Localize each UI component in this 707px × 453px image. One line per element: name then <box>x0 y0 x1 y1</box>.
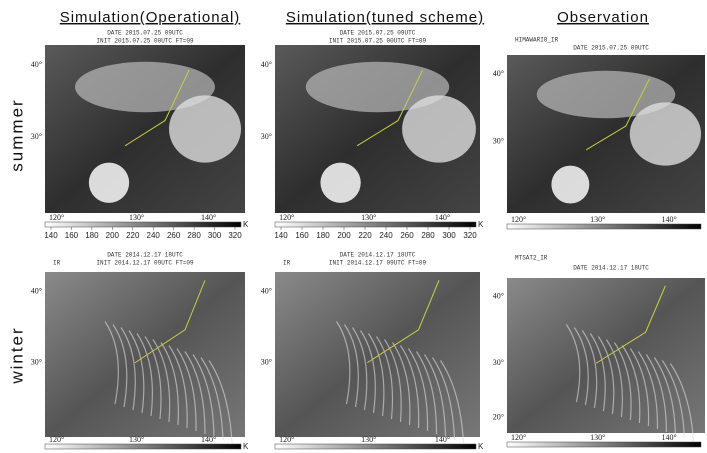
colorbar-tick-label: 320 <box>463 231 477 240</box>
colorbar-tick-label: 280 <box>187 231 201 240</box>
colorbar-tick-label: 200 <box>106 231 120 240</box>
colorbar-unit: K <box>243 442 249 451</box>
colorbar <box>275 222 476 227</box>
typhoon <box>320 163 360 203</box>
lon-label: 140° <box>201 213 216 222</box>
lat-label: 40° <box>493 69 504 78</box>
satellite-image <box>275 272 480 437</box>
colorbar-unit: K <box>478 442 484 451</box>
satellite-label: IR <box>283 260 291 267</box>
colorbar-tick-label: 280 <box>421 231 435 240</box>
lon-label: 120° <box>49 213 64 222</box>
lat-label: 30° <box>493 137 504 146</box>
info-line: INIT 2015.07.25 00UTC FT=09 <box>96 38 194 45</box>
lon-label: 140° <box>435 213 450 222</box>
lat-label: 30° <box>261 132 272 141</box>
lon-label: 120° <box>511 433 526 442</box>
column-title: Observation <box>557 9 649 26</box>
lon-label: 140° <box>661 215 676 224</box>
row-label: winter <box>7 326 26 384</box>
lon-label: 130° <box>129 435 144 444</box>
colorbar-tick-label: 220 <box>358 231 372 240</box>
colorbar-tick-label: 300 <box>208 231 222 240</box>
info-line: INIT 2014.12.17 09UTC FT=09 <box>329 260 427 267</box>
lon-label: 140° <box>435 435 450 444</box>
cloud <box>630 102 701 165</box>
lat-label: 40° <box>31 60 42 69</box>
satellite-label: IR <box>53 260 61 267</box>
cloud <box>402 95 476 162</box>
colorbar-tick-label: 140 <box>274 231 288 240</box>
colorbar-tick-label: 140 <box>44 231 58 240</box>
colorbar-unit: K <box>243 220 249 229</box>
lat-label: 40° <box>261 60 272 69</box>
colorbar-unit: K <box>478 220 484 229</box>
lon-label: 140° <box>201 435 216 444</box>
lat-label: 40° <box>31 287 42 296</box>
lat-label: 40° <box>493 291 504 300</box>
colorbar <box>275 444 476 449</box>
lat-label: 30° <box>261 358 272 367</box>
info-line: INIT 2014.12.17 09UTC FT=09 <box>96 260 194 267</box>
lon-label: 120° <box>279 213 294 222</box>
satellite-image <box>507 278 705 433</box>
colorbar <box>45 444 241 449</box>
lat-label: 40° <box>261 287 272 296</box>
colorbar <box>45 222 241 227</box>
lat-label: 30° <box>31 132 42 141</box>
colorbar-tick-label: 240 <box>147 231 161 240</box>
cloud <box>169 95 241 162</box>
info-line: DATE 2015.07.25 09UTC <box>573 45 649 52</box>
lon-label: 120° <box>49 435 64 444</box>
satellite-image <box>45 272 245 437</box>
colorbar-tick-label: 300 <box>442 231 456 240</box>
column-title: Simulation(tuned scheme) <box>286 9 484 26</box>
colorbar-tick-label: 180 <box>85 231 99 240</box>
typhoon <box>551 166 589 204</box>
lon-label: 130° <box>590 433 605 442</box>
lon-label: 130° <box>129 213 144 222</box>
lon-label: 140° <box>661 433 676 442</box>
column-title: Simulation(Operational) <box>60 9 241 26</box>
lon-label: 130° <box>361 435 376 444</box>
row-label: summer <box>7 98 26 171</box>
lat-label: 20° <box>493 412 504 421</box>
lat-label: 30° <box>31 358 42 367</box>
info-line: DATE 2015.07.25 09UTC <box>107 30 183 37</box>
colorbar-tick-label: 260 <box>167 231 181 240</box>
colorbar-tick-label: 220 <box>126 231 140 240</box>
colorbar-tick-label: 160 <box>65 231 79 240</box>
colorbar <box>507 442 701 447</box>
info-line: DATE 2014.12.17 18UTC <box>107 252 183 259</box>
info-line: DATE 2014.12.17 18UTC <box>573 265 649 272</box>
lat-label: 30° <box>493 358 504 367</box>
colorbar-tick-label: 320 <box>228 231 242 240</box>
lon-label: 130° <box>361 213 376 222</box>
colorbar-tick-label: 200 <box>337 231 351 240</box>
colorbar-tick-label: 160 <box>295 231 309 240</box>
lon-label: 130° <box>590 215 605 224</box>
info-line: DATE 2015.07.25 09UTC <box>340 30 416 37</box>
satellite-label: MTSAT2_IR <box>515 255 548 262</box>
typhoon <box>89 163 129 203</box>
satellite-label: HIMAWARI8_IR <box>515 37 559 44</box>
colorbar-tick-label: 180 <box>316 231 330 240</box>
colorbar-tick-label: 260 <box>400 231 414 240</box>
lon-label: 120° <box>279 435 294 444</box>
figure: Simulation(Operational) Simulation(tuned… <box>0 0 707 453</box>
info-line: DATE 2014.12.17 18UTC <box>340 252 416 259</box>
lon-label: 120° <box>511 215 526 224</box>
colorbar-tick-label: 240 <box>379 231 393 240</box>
colorbar <box>507 224 701 229</box>
info-line: INIT 2015.07.25 00UTC FT=09 <box>329 38 427 45</box>
